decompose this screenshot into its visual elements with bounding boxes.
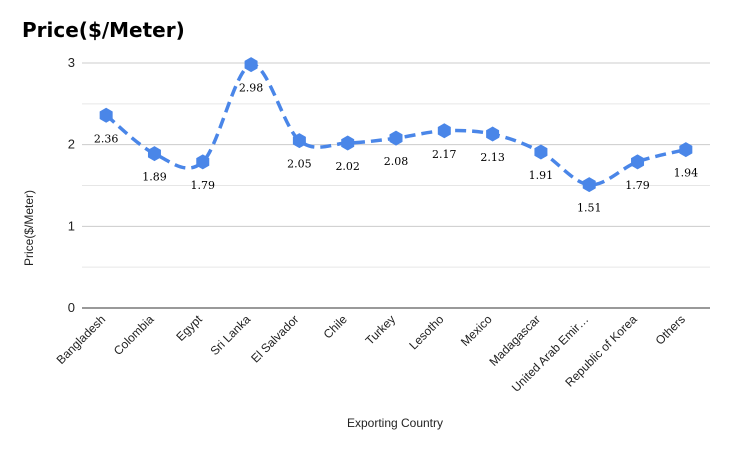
data-point <box>486 126 500 142</box>
chart-title: Price($/Meter) <box>22 18 185 42</box>
data-point <box>631 154 645 170</box>
x-tick-label: Mexico <box>458 312 495 349</box>
data-point <box>389 130 403 146</box>
x-tick-label: Bangladesh <box>54 312 109 367</box>
y-axis-title: Price($/Meter) <box>22 190 36 266</box>
data-point <box>534 144 548 160</box>
data-label: 2.02 <box>335 160 360 173</box>
x-tick-label: Others <box>653 312 688 347</box>
data-label: 2.36 <box>94 132 119 145</box>
data-label: 2.98 <box>239 82 264 95</box>
data-point <box>582 177 596 193</box>
data-label: 2.13 <box>480 151 505 164</box>
data-label: 1.94 <box>674 167 699 180</box>
data-label: 1.89 <box>142 171 167 184</box>
data-label: 2.05 <box>287 158 312 171</box>
data-label: 1.79 <box>625 179 650 192</box>
x-tick-label: Chile <box>321 312 350 341</box>
x-tick-label: Sri Lanka <box>207 312 253 358</box>
x-tick-label: Colombia <box>111 312 157 358</box>
y-tick-label: 3 <box>68 55 75 70</box>
data-markers <box>99 57 693 193</box>
data-point <box>196 154 210 170</box>
data-point <box>679 142 693 158</box>
data-point <box>437 123 451 139</box>
data-label: 1.91 <box>529 169 554 182</box>
x-tick-label: Turkey <box>363 312 399 348</box>
data-label: 2.17 <box>432 148 457 161</box>
y-axis-ticks: 0 1 2 3 <box>68 55 75 315</box>
data-point <box>147 146 161 162</box>
x-tick-label: Egypt <box>173 312 205 344</box>
data-label: 1.79 <box>191 179 216 192</box>
y-tick-label: 2 <box>68 137 75 152</box>
x-tick-label: Lesotho <box>406 312 446 352</box>
data-point <box>341 135 355 151</box>
data-labels: 2.36 1.89 1.79 2.98 2.05 2.02 2.08 2.17 2.13 1.91… <box>94 82 698 215</box>
data-label: 2.08 <box>384 155 409 168</box>
gridlines <box>82 62 710 309</box>
data-point <box>99 107 113 123</box>
x-axis-title: Exporting Country <box>347 416 443 430</box>
x-tick-label: El Salvador <box>248 312 301 365</box>
y-tick-label: 0 <box>68 300 75 315</box>
data-point <box>244 57 258 73</box>
data-label: 1.51 <box>577 202 602 215</box>
y-tick-label: 1 <box>68 218 75 233</box>
data-point <box>292 133 306 149</box>
